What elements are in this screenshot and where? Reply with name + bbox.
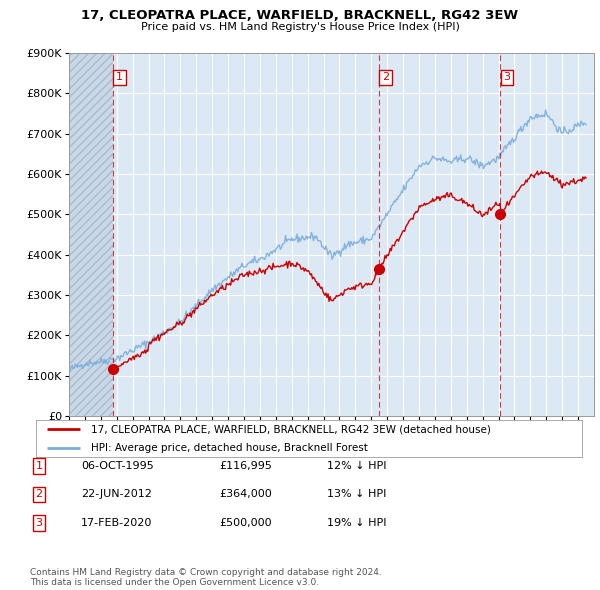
Text: 1: 1 bbox=[116, 73, 123, 82]
Text: 2: 2 bbox=[35, 490, 43, 499]
Text: 17, CLEOPATRA PLACE, WARFIELD, BRACKNELL, RG42 3EW: 17, CLEOPATRA PLACE, WARFIELD, BRACKNELL… bbox=[82, 9, 518, 22]
Text: 06-OCT-1995: 06-OCT-1995 bbox=[81, 461, 154, 471]
Text: 2: 2 bbox=[382, 73, 389, 82]
Text: £364,000: £364,000 bbox=[219, 490, 272, 499]
Text: 1: 1 bbox=[35, 461, 43, 471]
Text: £116,995: £116,995 bbox=[219, 461, 272, 471]
Text: 19% ↓ HPI: 19% ↓ HPI bbox=[327, 518, 386, 527]
Text: 3: 3 bbox=[503, 73, 511, 82]
Text: 17-FEB-2020: 17-FEB-2020 bbox=[81, 518, 152, 527]
Text: Contains HM Land Registry data © Crown copyright and database right 2024.
This d: Contains HM Land Registry data © Crown c… bbox=[30, 568, 382, 587]
Text: £500,000: £500,000 bbox=[219, 518, 272, 527]
Text: Price paid vs. HM Land Registry's House Price Index (HPI): Price paid vs. HM Land Registry's House … bbox=[140, 22, 460, 32]
Text: 3: 3 bbox=[35, 518, 43, 527]
Bar bbox=[69, 53, 113, 416]
Text: 12% ↓ HPI: 12% ↓ HPI bbox=[327, 461, 386, 471]
Text: 13% ↓ HPI: 13% ↓ HPI bbox=[327, 490, 386, 499]
Text: HPI: Average price, detached house, Bracknell Forest: HPI: Average price, detached house, Brac… bbox=[91, 443, 367, 453]
Text: 22-JUN-2012: 22-JUN-2012 bbox=[81, 490, 152, 499]
Text: 17, CLEOPATRA PLACE, WARFIELD, BRACKNELL, RG42 3EW (detached house): 17, CLEOPATRA PLACE, WARFIELD, BRACKNELL… bbox=[91, 424, 490, 434]
